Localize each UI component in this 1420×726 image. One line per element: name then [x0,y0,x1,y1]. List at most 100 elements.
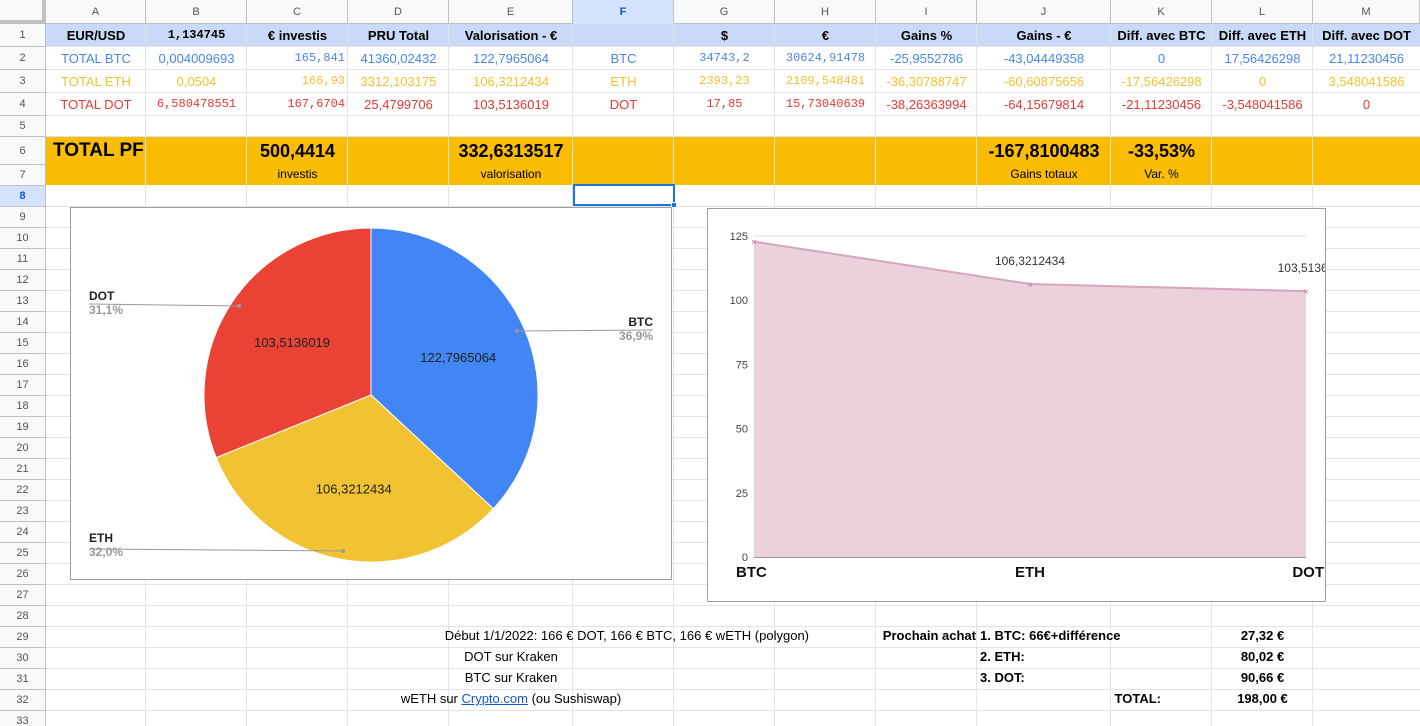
cell-b4[interactable]: 6,580478551 [156,97,237,111]
achat-1-value[interactable]: 27,32 € [1240,628,1285,643]
row-header-2[interactable]: 2 [0,47,46,70]
row-header-24[interactable]: 24 [0,522,46,543]
select-all-corner[interactable] [0,0,46,24]
column-header-m[interactable]: M [1313,0,1420,24]
total-pf-label[interactable]: TOTAL PF [53,140,144,161]
cell-j2[interactable]: -43,04449358 [1003,51,1085,66]
column-header-c[interactable]: C [247,0,348,24]
cell-b2[interactable]: 0,004009693 [158,51,235,66]
cell-d3[interactable]: 3312,103175 [360,74,437,89]
cell-e4[interactable]: 103,5136019 [473,97,549,112]
row-header-26[interactable]: 26 [0,564,46,585]
row-header-20[interactable]: 20 [0,438,46,459]
crypto-com-link[interactable]: Crypto.com [461,691,528,706]
row-header-33[interactable]: 33 [0,711,46,726]
achat-3-label[interactable]: 3. DOT: [980,670,1025,685]
note-debut[interactable]: Début 1/1/2022: 166 € DOT, 166 € BTC, 16… [444,628,809,643]
column-header-g[interactable]: G [674,0,775,24]
cell-i2[interactable]: -25,9552786 [889,51,963,66]
cell-a1[interactable]: EUR/USD [66,28,126,43]
total-valo-label[interactable]: valorisation [480,167,542,181]
cell-f3[interactable]: ETH [610,74,637,89]
cell-g4[interactable]: 17,85 [706,97,743,111]
row-header-18[interactable]: 18 [0,396,46,417]
row-header-28[interactable]: 28 [0,606,46,627]
cell-i3[interactable]: -36,30788747 [886,74,967,89]
total-invested-label[interactable]: investis [277,167,318,181]
row-header-21[interactable]: 21 [0,459,46,480]
cell-m3[interactable]: 3,548041586 [1328,74,1405,89]
row-header-14[interactable]: 14 [0,312,46,333]
row-header-11[interactable]: 11 [0,249,46,270]
row-header-5[interactable]: 5 [0,116,46,137]
total-valo-value[interactable]: 332,6313517 [458,141,564,161]
cell-m2[interactable]: 21,11230456 [1329,51,1404,66]
row-header-29[interactable]: 29 [0,627,46,648]
row-header-30[interactable]: 30 [0,648,46,669]
column-header-i[interactable]: I [876,0,977,24]
row-header-19[interactable]: 19 [0,417,46,438]
row-header-7[interactable]: 7 [0,165,46,186]
cell-i4[interactable]: -38,26363994 [886,97,967,112]
row-header-22[interactable]: 22 [0,480,46,501]
cell-h3[interactable]: 2109,548481 [785,74,866,88]
achat-3-value[interactable]: 90,66 € [1240,670,1285,685]
row-header-3[interactable]: 3 [0,70,46,93]
active-cell-selection[interactable] [573,184,675,206]
cell-m4[interactable]: 0 [1362,97,1371,112]
total-gains-value[interactable]: -167,8100483 [988,141,1100,161]
pie-slice-eth[interactable] [215,394,495,563]
note-dot-kraken[interactable]: DOT sur Kraken [464,649,558,664]
cell-h4[interactable]: 15,73040639 [785,97,866,111]
fill-handle[interactable] [671,202,677,208]
row-header-13[interactable]: 13 [0,291,46,312]
cell-d4[interactable]: 25,4799706 [364,97,433,112]
row-header-15[interactable]: 15 [0,333,46,354]
row-header-23[interactable]: 23 [0,501,46,522]
achat-1-label[interactable]: 1. BTC: 66€+différence [980,628,1121,643]
cell-a3[interactable]: TOTAL ETH [61,74,131,89]
column-header-l[interactable]: L [1212,0,1313,24]
achat-2-label[interactable]: 2. ETH: [980,649,1025,664]
cell-k3[interactable]: -17,56426298 [1121,74,1202,89]
cell-f4[interactable]: DOT [609,97,638,112]
cell-b3[interactable]: 0,0504 [176,74,217,89]
area-point-btc[interactable]: × [751,238,757,249]
row-header-1[interactable]: 1 [0,24,46,47]
cell-l1[interactable]: Diff. avec ETH [1218,28,1307,43]
cell-j3[interactable]: -60,60875656 [1003,74,1085,89]
row-header-12[interactable]: 12 [0,270,46,291]
cell-j4[interactable]: -64,15679814 [1003,97,1085,112]
achat-2-value[interactable]: 80,02 € [1240,649,1285,664]
cell-g3[interactable]: 2393,23 [699,74,750,88]
total-gains-label[interactable]: Gains totaux [1010,167,1078,181]
area-point-dot[interactable]: × [1303,287,1309,298]
total-var-value[interactable]: -33,53% [1127,141,1196,161]
prochain-achat-label[interactable]: Prochain achat [882,628,976,643]
cell-e2[interactable]: 122,7965064 [473,51,549,66]
cell-h1[interactable]: € [821,28,830,43]
cell-f2[interactable]: BTC [610,51,637,66]
cell-c1[interactable]: € investis [267,28,328,43]
total-var-label[interactable]: Var. % [1144,167,1179,181]
row-header-4[interactable]: 4 [0,93,46,116]
column-header-e[interactable]: E [449,0,573,24]
cell-g1[interactable]: $ [720,28,729,43]
column-header-h[interactable]: H [775,0,876,24]
cell-d1[interactable]: PRU Total [367,28,430,43]
note-btc-kraken[interactable]: BTC sur Kraken [464,670,558,685]
cell-a4[interactable]: TOTAL DOT [60,97,132,112]
cell-m1[interactable]: Diff. avec DOT [1322,28,1411,43]
cell-k1[interactable]: Diff. avec BTC [1117,28,1206,43]
column-header-b[interactable]: B [146,0,247,24]
pie-slice-dot[interactable] [203,227,372,459]
cell-k4[interactable]: -21,11230456 [1121,97,1202,112]
cell-a2[interactable]: TOTAL BTC [61,51,131,66]
pie-slice-btc[interactable] [370,227,539,510]
cell-i1[interactable]: Gains % [900,28,953,43]
cell-c3[interactable]: 166,93 [301,74,345,88]
cell-c4[interactable]: 167,6704 [287,97,345,111]
achat-total-label[interactable]: TOTAL: [1114,691,1161,706]
cell-h2[interactable]: 30624,91478 [785,51,866,65]
cell-e1[interactable]: Valorisation - € [464,28,558,43]
